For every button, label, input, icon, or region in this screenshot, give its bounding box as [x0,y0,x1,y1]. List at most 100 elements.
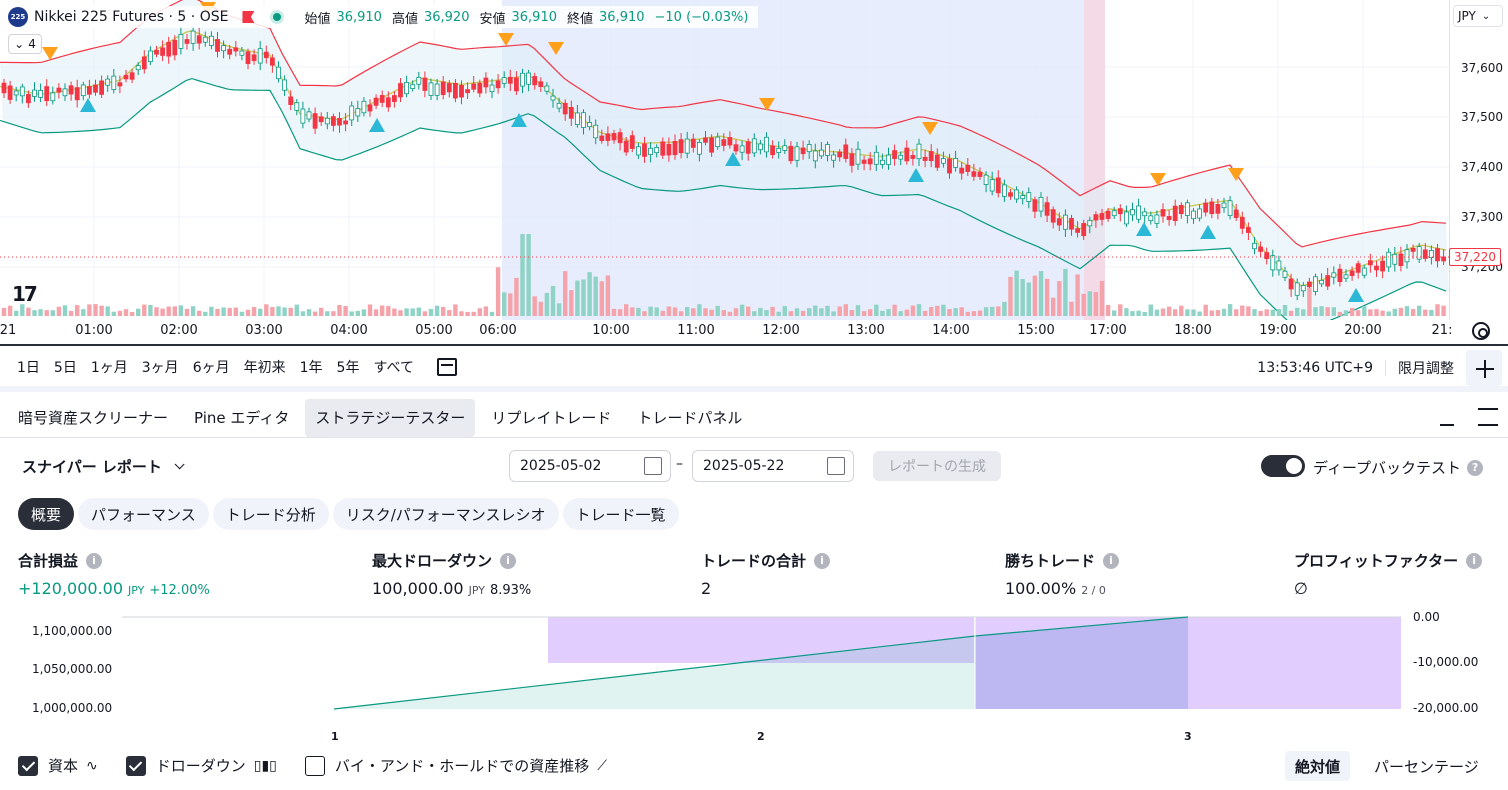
volume-bar [624,304,629,316]
symbol-title[interactable]: Nikkei 225 Futures · 5 · OSE [34,9,229,25]
info-icon[interactable]: i [86,552,103,569]
candle-body [1404,249,1410,263]
info-icon[interactable]: i [814,552,831,569]
volume-bar [1002,301,1007,316]
candle-body [1160,209,1166,217]
candle-body [1386,251,1392,268]
range-ytd-button[interactable]: 年初来 [243,360,286,376]
candle-body [1142,211,1148,217]
metric-max-drawdown: 最大ドローダウン i 100,000.00 JPY 8.93% [372,550,531,598]
legend-drawdown[interactable]: ドローダウン ▯▮▯ [125,755,277,776]
percentage-button[interactable]: パーセンテージ [1374,757,1479,776]
metric-winning-trades: 勝ちトレード i 100.00% 2 / 0 [1005,550,1120,598]
equity-chart[interactable] [0,606,1508,746]
range-all-button[interactable]: すべて [373,360,414,376]
generate-report-button[interactable]: レポートの生成 [873,451,1001,481]
candlestick-chart[interactable] [0,0,1449,320]
subtab-overview[interactable]: 概要 [18,498,75,530]
range-6m-button[interactable]: 6ヶ月 [192,360,230,376]
tab-trade-panel[interactable]: トレードパネル [637,409,743,427]
maximize-icon[interactable] [1478,408,1498,426]
candle-body [263,51,269,59]
candle-body [1087,220,1093,227]
time-axis-label: 15:00 [1017,323,1055,338]
drawdown-checkbox[interactable] [125,755,146,776]
volume-bar [514,277,519,316]
candle-body [471,83,477,90]
tab-replay-trade[interactable]: リプレイトレード [491,409,612,427]
chevron-down-icon [174,459,185,470]
volume-bar [1038,271,1044,316]
volume-bar [983,307,989,316]
tradingview-logo[interactable]: 17 [12,282,38,306]
candle-body [245,51,251,64]
equity-checkbox[interactable] [18,755,38,776]
volume-bar [87,304,92,316]
volume-bar [129,311,135,316]
info-icon[interactable]: ? [1467,459,1484,476]
candle-body [1276,260,1282,271]
high-label: 高値 [391,11,418,27]
candle-body [532,76,538,86]
subtab-risk-ratio[interactable]: リスク/パフォーマンスレシオ [332,498,559,530]
flag-icon[interactable] [242,11,255,23]
drawdown-right-tick: 0.00 [1413,610,1440,624]
clock-display[interactable]: 13:53:46 UTC+9 [1257,360,1386,376]
date-from-input[interactable]: 2025-05-02 [509,450,671,482]
volume-bar [459,311,464,316]
date-to-input[interactable]: 2025-05-22 [692,450,854,482]
currency-button[interactable]: JPY ⌄ [1453,5,1503,27]
range-5d-button[interactable]: 5日 [53,360,77,376]
minimize-icon[interactable] [1440,424,1454,426]
chart-settings-icon[interactable] [1472,322,1490,340]
indicators-toggle-button[interactable]: ⌄ 4 [8,34,42,54]
candle-body [196,35,202,44]
legend-buy-hold[interactable]: バイ・アンド・ホールドでの資産推移 ⟋ [304,755,608,776]
volume-bar [685,307,690,316]
volume-bar [739,304,745,316]
subtab-trade-list[interactable]: トレード一覧 [562,498,679,530]
tab-strategy-tester[interactable]: ストラテジーテスター [305,398,476,437]
info-icon[interactable]: i [1466,552,1483,569]
candle-body [1410,248,1416,252]
candle-body [1319,279,1324,285]
range-3m-button[interactable]: 3ヶ月 [141,360,179,376]
legend-equity[interactable]: 資本 ∿ [18,755,98,776]
range-1d-button[interactable]: 1日 [17,360,40,376]
deep-backtest-toggle[interactable] [1261,455,1305,477]
calendar-icon[interactable] [644,457,662,475]
high-value: 36,920 [423,9,470,25]
price-axis[interactable] [1449,0,1508,320]
candle-body [355,108,361,117]
market-status-icon[interactable] [270,10,285,24]
info-icon[interactable]: i [500,552,517,569]
candle-body [489,84,495,93]
info-icon[interactable]: i [1103,552,1120,569]
volume-bar [1246,306,1251,316]
volume-bar [935,305,940,316]
equity-line-icon: ∿ [86,757,98,774]
candle-body [648,147,653,155]
tab-pine-editor[interactable]: Pine エディタ [194,409,290,427]
contract-adjust-button[interactable]: 限月調整 [1398,361,1454,377]
go-to-date-icon[interactable] [436,358,457,376]
collapse-panel-icon[interactable] [1466,350,1502,386]
sell-signal-marker [1228,168,1244,181]
volume-bar [1337,311,1343,316]
absolute-value-button[interactable]: 絶対値 [1285,751,1351,781]
range-1m-button[interactable]: 1ヶ月 [90,360,128,376]
trend-line-icon: ⟋ [597,757,608,774]
subtab-trade-analysis[interactable]: トレード分析 [212,498,329,530]
volume-bar [447,310,452,316]
report-title-dropdown[interactable]: スナイパー レポート [22,456,185,477]
subtab-performance[interactable]: パフォーマンス [78,498,209,530]
candle-body [1246,227,1251,233]
volume-bar [691,308,696,316]
candle-body [80,84,86,97]
calendar-icon[interactable] [827,457,845,475]
buy-hold-checkbox[interactable] [304,755,325,776]
main-chart-pane[interactable]: 225 Nikkei 225 Futures · 5 · OSE 始値 36,9… [0,0,1508,346]
range-5y-button[interactable]: 5年 [336,360,360,376]
range-1y-button[interactable]: 1年 [299,360,323,376]
tab-crypto-screener[interactable]: 暗号資産スクリーナー [18,409,169,427]
